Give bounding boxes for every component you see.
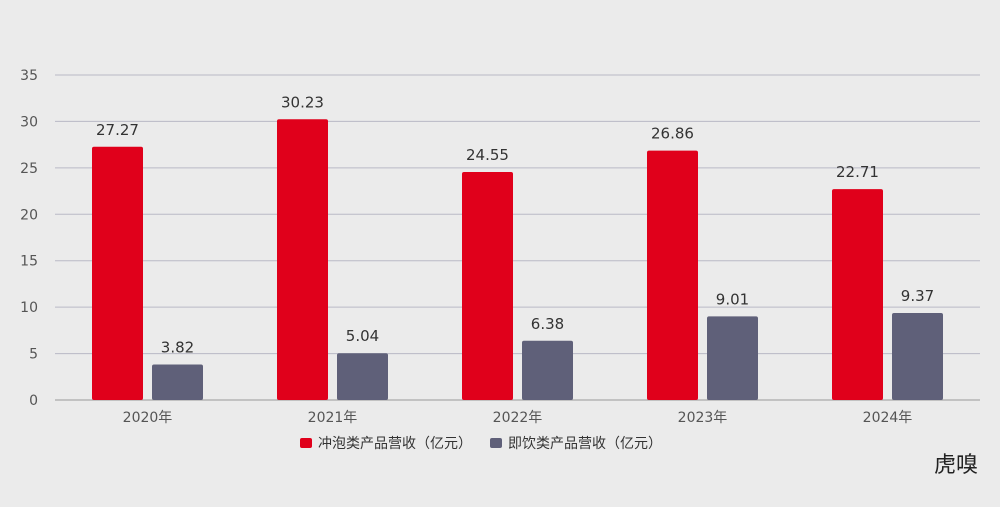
huxiu-logo: 虎嗅 — [933, 453, 978, 478]
y-tick-label: 10 — [20, 300, 38, 316]
y-tick-label: 15 — [20, 254, 38, 270]
y-tick-label: 0 — [29, 393, 38, 409]
x-tick-label: 2024年 — [863, 410, 913, 426]
y-tick-label: 25 — [20, 161, 38, 177]
data-label: 6.38 — [531, 315, 564, 333]
data-label: 27.27 — [96, 121, 139, 139]
data-label: 22.71 — [836, 163, 879, 181]
bar — [277, 119, 328, 401]
y-tick-label: 30 — [20, 114, 38, 130]
legend-item-brewed: 冲泡类产品营收（亿元） — [300, 433, 472, 453]
data-label: 30.23 — [281, 93, 324, 111]
data-label: 5.04 — [346, 327, 379, 345]
legend-label: 即饮类产品营收（亿元） — [508, 436, 662, 452]
bar — [647, 150, 698, 400]
x-tick-label: 2023年 — [678, 410, 728, 426]
x-tick-label: 2022年 — [493, 410, 543, 426]
data-label: 24.55 — [466, 146, 509, 164]
x-tick-label: 2020年 — [123, 410, 173, 426]
bar — [522, 340, 573, 400]
data-label: 26.86 — [651, 125, 694, 143]
legend-item-rtd: 即饮类产品营收（亿元） — [490, 433, 662, 453]
bar — [832, 189, 883, 400]
data-label: 3.82 — [161, 339, 194, 357]
bar — [462, 172, 513, 400]
data-label: 9.01 — [716, 290, 749, 308]
legend: 冲泡类产品营收（亿元） 即饮类产品营收（亿元） — [300, 433, 662, 453]
bar — [152, 364, 203, 400]
y-tick-label: 20 — [20, 207, 38, 223]
legend-label: 冲泡类产品营收（亿元） — [318, 436, 472, 452]
x-tick-label: 2021年 — [308, 410, 358, 426]
data-label: 9.37 — [901, 287, 934, 305]
y-tick-label: 5 — [29, 347, 38, 363]
bar — [892, 312, 943, 400]
bar — [337, 353, 388, 400]
legend-swatch-gray — [490, 438, 502, 448]
bar — [707, 316, 758, 400]
bar — [92, 146, 143, 400]
legend-swatch-red — [300, 438, 312, 448]
y-tick-label: 35 — [20, 68, 38, 84]
